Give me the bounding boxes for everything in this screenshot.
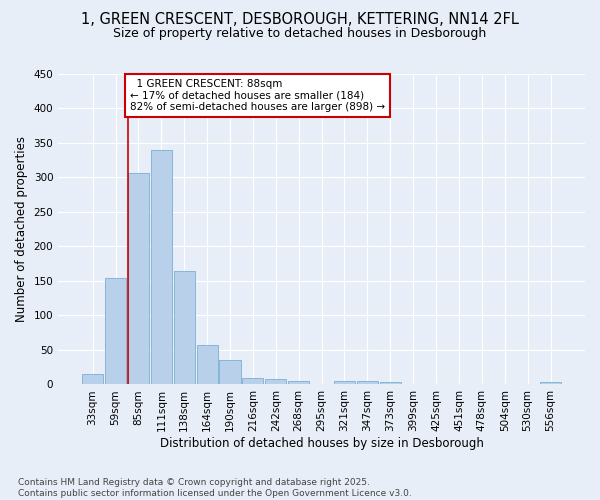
Bar bbox=[220, 360, 241, 384]
Bar bbox=[105, 278, 126, 384]
Bar bbox=[82, 374, 103, 384]
Bar bbox=[197, 345, 218, 385]
Bar bbox=[151, 150, 172, 384]
Text: 1 GREEN CRESCENT: 88sqm
← 17% of detached houses are smaller (184)
82% of semi-d: 1 GREEN CRESCENT: 88sqm ← 17% of detache… bbox=[130, 79, 385, 112]
Bar bbox=[357, 381, 378, 384]
Text: 1, GREEN CRESCENT, DESBOROUGH, KETTERING, NN14 2FL: 1, GREEN CRESCENT, DESBOROUGH, KETTERING… bbox=[81, 12, 519, 28]
Bar bbox=[242, 378, 263, 384]
Bar bbox=[288, 381, 309, 384]
Bar bbox=[540, 382, 561, 384]
Bar bbox=[380, 382, 401, 384]
Y-axis label: Number of detached properties: Number of detached properties bbox=[15, 136, 28, 322]
X-axis label: Distribution of detached houses by size in Desborough: Distribution of detached houses by size … bbox=[160, 437, 484, 450]
Bar bbox=[173, 270, 195, 384]
Text: Contains HM Land Registry data © Crown copyright and database right 2025.
Contai: Contains HM Land Registry data © Crown c… bbox=[18, 478, 412, 498]
Bar bbox=[265, 379, 286, 384]
Bar bbox=[334, 381, 355, 384]
Text: Size of property relative to detached houses in Desborough: Size of property relative to detached ho… bbox=[113, 28, 487, 40]
Bar bbox=[128, 172, 149, 384]
